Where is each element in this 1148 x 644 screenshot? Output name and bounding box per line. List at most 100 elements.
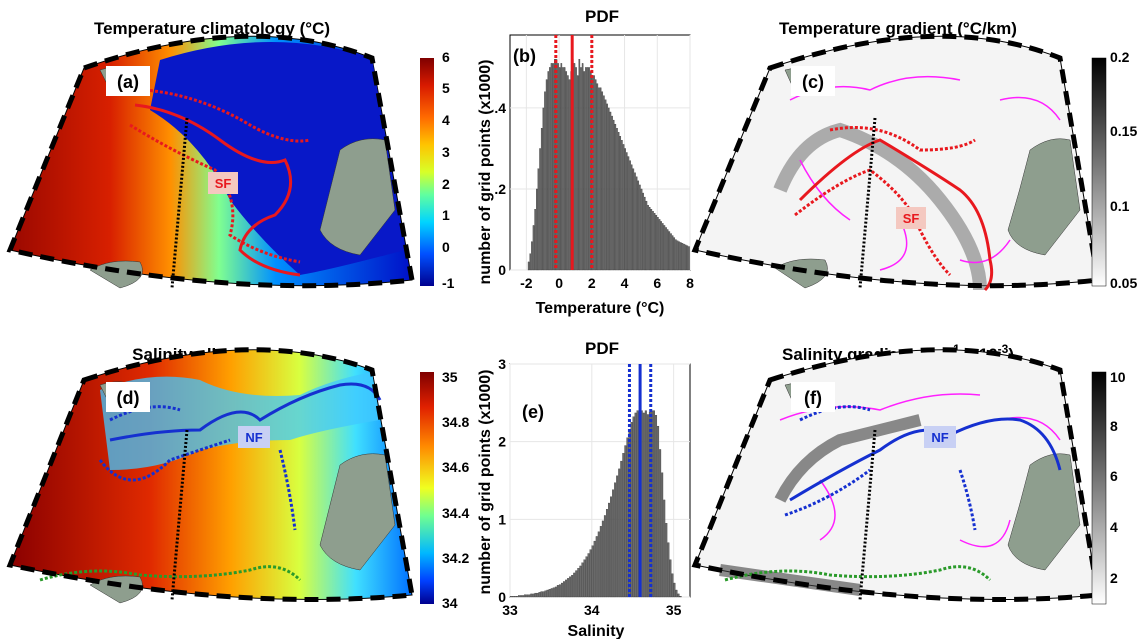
- histogram-bar: [608, 107, 610, 271]
- y-tick-label: 0: [498, 262, 506, 278]
- histogram-bar: [646, 414, 649, 598]
- histogram-bar: [618, 468, 621, 598]
- panel-a-title: Temperature climatology (°C): [94, 19, 330, 38]
- panel-c-frame: [691, 33, 1101, 289]
- svg-text:0.1: 0.1: [1110, 198, 1130, 214]
- histogram-bar: [653, 410, 655, 598]
- panel-c-section-line: [858, 117, 877, 289]
- histogram-bar: [581, 63, 584, 271]
- histogram-bar: [555, 59, 558, 271]
- x-tick-label: 8: [686, 275, 694, 291]
- histogram-bar: [557, 63, 559, 271]
- histogram-bar: [642, 412, 645, 598]
- histogram-bar: [599, 526, 602, 598]
- histogram-bar: [609, 111, 612, 271]
- histogram-bar: [583, 559, 586, 598]
- histogram-bar: [655, 415, 658, 598]
- svg-text:34.2: 34.2: [442, 550, 469, 566]
- panel-c-contours: [789, 75, 1061, 271]
- histogram-bar: [675, 589, 678, 598]
- histogram-bar: [669, 559, 672, 598]
- panel-c-front-label: SF: [903, 211, 920, 226]
- panel-d-nf-front: [109, 382, 382, 442]
- histogram-b: PDF number of grid points (x1000) -2 0 2 4 6…: [477, 7, 694, 317]
- histogram-bar: [624, 148, 626, 271]
- histogram-bar: [573, 572, 576, 598]
- histogram-bar: [581, 562, 584, 598]
- histogram-bar: [527, 261, 530, 271]
- histogram-bar: [550, 588, 553, 598]
- histogram-bar: [534, 592, 537, 598]
- histogram-bar: [666, 229, 669, 271]
- panel-d-green-front: [39, 565, 302, 582]
- histogram-bar: [603, 95, 605, 271]
- histogram-e-xticks: 33 34 35: [502, 602, 681, 618]
- histogram-bar: [586, 67, 589, 271]
- salinity-colorbar-ticks: 35 34.8 34.6 34.4 34.2 34: [442, 369, 469, 611]
- svg-text:6: 6: [442, 49, 450, 65]
- histogram-bar: [569, 576, 572, 598]
- histogram-bar: [528, 594, 531, 598]
- histogram-bar: [627, 156, 630, 271]
- panel-c-land-south: [774, 258, 828, 289]
- histogram-bar: [610, 496, 613, 598]
- histogram-bar: [636, 410, 639, 598]
- temp-gradient-colorbar-ticks: 0.2 0.15 0.1 0.05: [1110, 49, 1137, 291]
- histogram-bar: [644, 196, 646, 271]
- histogram-bar: [540, 591, 543, 598]
- histogram-bar: [542, 591, 545, 598]
- histogram-b-yticks: 0 .2 .4: [494, 100, 506, 278]
- panel-c-gradient-band: [773, 122, 987, 291]
- panel-c-label-box: [791, 66, 835, 96]
- histogram-bar: [556, 585, 559, 598]
- histogram-bar: [663, 499, 666, 598]
- histogram-bar: [575, 67, 577, 271]
- svg-text:34: 34: [442, 595, 458, 611]
- panel-a-land-east: [319, 138, 396, 256]
- histogram-bar: [653, 213, 656, 271]
- histogram-bar: [612, 489, 615, 598]
- histogram-bar: [665, 227, 667, 271]
- histogram-bar: [537, 168, 540, 271]
- x-tick-label: 2: [588, 275, 596, 291]
- svg-text:0.15: 0.15: [1110, 123, 1137, 139]
- histogram-bar: [576, 75, 579, 271]
- histogram-bar: [595, 536, 598, 598]
- y-tick-label: 2: [498, 434, 506, 450]
- histogram-bar: [657, 217, 659, 271]
- histogram-bar: [563, 67, 566, 271]
- svg-text:8: 8: [1110, 418, 1118, 434]
- histogram-bar: [562, 67, 564, 271]
- temp-gradient-colorbar: [1091, 57, 1107, 287]
- histogram-bar: [658, 219, 661, 271]
- panel-c-sf-front: [798, 138, 994, 292]
- histogram-bar: [647, 205, 649, 271]
- histogram-bar: [568, 79, 571, 271]
- histogram-bar: [588, 67, 590, 271]
- svg-text:34.4: 34.4: [442, 505, 469, 521]
- histogram-bar: [560, 582, 563, 598]
- histogram-bar: [589, 549, 592, 598]
- histogram-bar: [632, 416, 635, 598]
- histogram-bar: [540, 128, 543, 271]
- histogram-bar: [680, 242, 682, 271]
- histogram-b-lines: [554, 35, 594, 270]
- x-tick-label: 35: [666, 602, 682, 618]
- histogram-bar: [670, 233, 672, 271]
- histogram-bar: [616, 128, 618, 271]
- svg-text:0: 0: [442, 239, 450, 255]
- histogram-bar: [673, 237, 676, 271]
- histogram-bar: [667, 542, 670, 598]
- histogram-bar: [629, 160, 631, 271]
- y-tick-label: 1: [498, 511, 506, 527]
- panel-f-label-box: [791, 382, 835, 412]
- histogram-bar: [539, 148, 541, 271]
- histogram-bar: [579, 565, 582, 598]
- y-tick-label: 3: [498, 356, 506, 372]
- histogram-bar: [577, 568, 580, 598]
- panel-d-land-east: [319, 453, 396, 571]
- histogram-bar: [529, 253, 532, 271]
- svg-text:0.05: 0.05: [1110, 275, 1137, 291]
- histogram-bar: [678, 241, 680, 271]
- panel-a-label: (a): [117, 72, 139, 92]
